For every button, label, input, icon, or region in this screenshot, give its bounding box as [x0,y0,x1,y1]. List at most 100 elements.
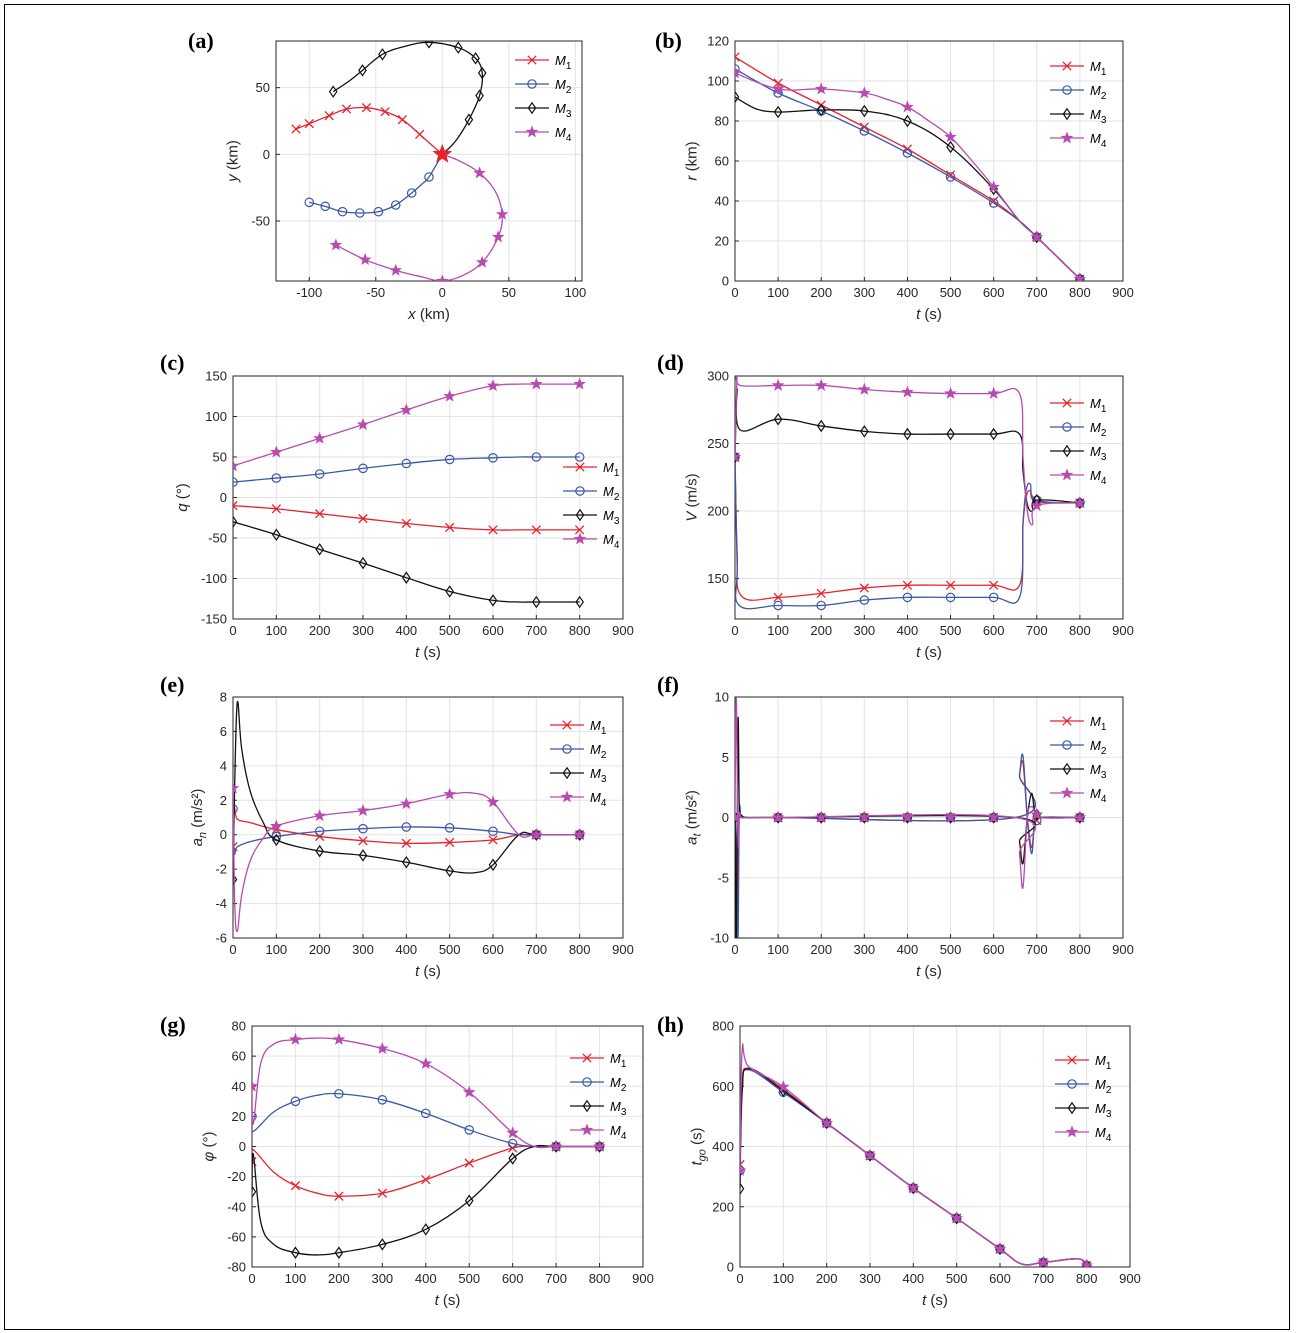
y-axis-label: r (km) [684,141,701,180]
y-tick-label: 60 [715,154,729,169]
legend-marker-m1 [527,55,537,65]
x-axis-label: t (s) [435,1292,461,1309]
data-point-m1 [945,580,956,590]
data-point-m4 [491,230,505,243]
x-tick-label: 100 [285,1271,307,1286]
data-point-m1 [290,1181,301,1191]
data-point-m2 [464,1125,475,1135]
data-point-m1 [334,1191,344,1201]
data-point-m1 [902,580,913,590]
data-point-m1 [324,111,334,121]
x-tick-label: 100 [767,623,789,638]
series-line-m3 [233,521,580,603]
data-point-m3 [424,41,434,49]
data-point-m4 [901,810,914,823]
y-tick-label: -40 [227,1199,246,1214]
data-point-m3 [445,585,454,598]
data-point-m1 [989,196,999,206]
legend-marker-m2 [1067,1079,1077,1089]
data-point-m2 [304,197,315,208]
y-tick-label: -10 [710,931,729,946]
data-point-m2 [373,206,384,217]
data-point-m1 [421,1174,431,1185]
data-point-m4 [573,828,586,841]
x-tick-label: 700 [1026,623,1048,638]
legend-marker-m4 [1065,1125,1079,1138]
data-point-m2 [390,200,401,210]
x-tick-label: 700 [545,1271,567,1286]
data-point-m4 [901,385,914,398]
legend-label-m4: M4 [1095,1125,1112,1144]
y-tick-label: 2 [220,793,227,808]
x-tick-label: 600 [983,623,1005,638]
data-point-m1 [575,525,585,535]
data-point-m3 [315,844,324,858]
data-point-m3 [402,571,411,584]
data-point-m3 [816,103,826,117]
panel-tag: (b) [655,28,682,53]
x-tick-label: 300 [853,623,875,638]
legend-label-m4: M4 [603,532,620,551]
x-tick-label: 500 [940,623,962,638]
data-point-m4 [443,787,456,800]
x-tick-label: 900 [1119,1271,1141,1286]
data-point-m3 [421,1223,431,1236]
data-point-m3 [471,52,480,65]
data-point-m3 [378,48,387,61]
data-point-m3 [464,1194,474,1207]
data-point-m4 [436,274,449,281]
data-point-m3 [453,41,463,54]
y-tick-label: -4 [215,896,227,911]
data-point-m2 [945,172,956,182]
y-tick-label: 100 [707,74,729,89]
data-point-m4 [462,1085,476,1098]
data-point-m4 [400,403,413,416]
x-tick-label: 0 [731,623,738,638]
legend-marker-m1 [1062,61,1072,71]
data-point-m3 [773,412,783,426]
x-tick-label: 200 [309,942,331,957]
data-point-m1 [315,831,325,842]
data-point-m4 [901,100,914,113]
data-point-m1 [945,170,956,180]
x-tick-label: 500 [940,285,962,300]
x-tick-label: 800 [589,1271,611,1286]
y-axis-label: q (°) [174,483,191,512]
data-point-m4 [530,828,543,841]
data-point-m2 [334,1088,344,1099]
x-tick-label: 200 [309,623,331,638]
legend-label-m4: M4 [610,1123,627,1142]
legend-marker-m4 [1060,468,1074,481]
data-point-m4 [486,795,500,808]
y-tick-label: 250 [707,436,729,451]
data-point-m2 [859,126,870,136]
x-tick-label: 400 [897,942,919,957]
data-point-m3 [477,66,487,80]
data-point-m4 [233,459,240,472]
x-tick-label: 900 [1112,285,1134,300]
x-axis-label: t (s) [916,963,942,980]
data-point-m4 [495,207,509,220]
legend-marker-m3 [575,508,585,522]
series-layer [233,377,586,609]
data-point-m4 [944,386,957,399]
legend-marker-m4 [573,532,587,545]
panel-tag: (g) [160,1012,186,1037]
legend-marker-m1 [1067,1055,1077,1065]
x-tick-label: 300 [371,1271,393,1286]
data-point-m2 [902,592,913,603]
data-point-m4 [233,781,240,794]
data-point-m3 [903,427,912,441]
data-point-m4 [549,1139,563,1152]
data-point-m4 [593,1139,606,1152]
data-point-m2 [401,822,412,832]
data-point-m2 [507,1138,518,1149]
data-point-m1 [531,525,541,535]
x-tick-label: 500 [439,942,461,957]
x-tick-label: 200 [328,1271,350,1286]
data-point-m3 [989,427,998,441]
data-point-m2 [902,148,913,158]
data-point-m4 [443,389,456,402]
data-point-m4 [356,417,370,430]
